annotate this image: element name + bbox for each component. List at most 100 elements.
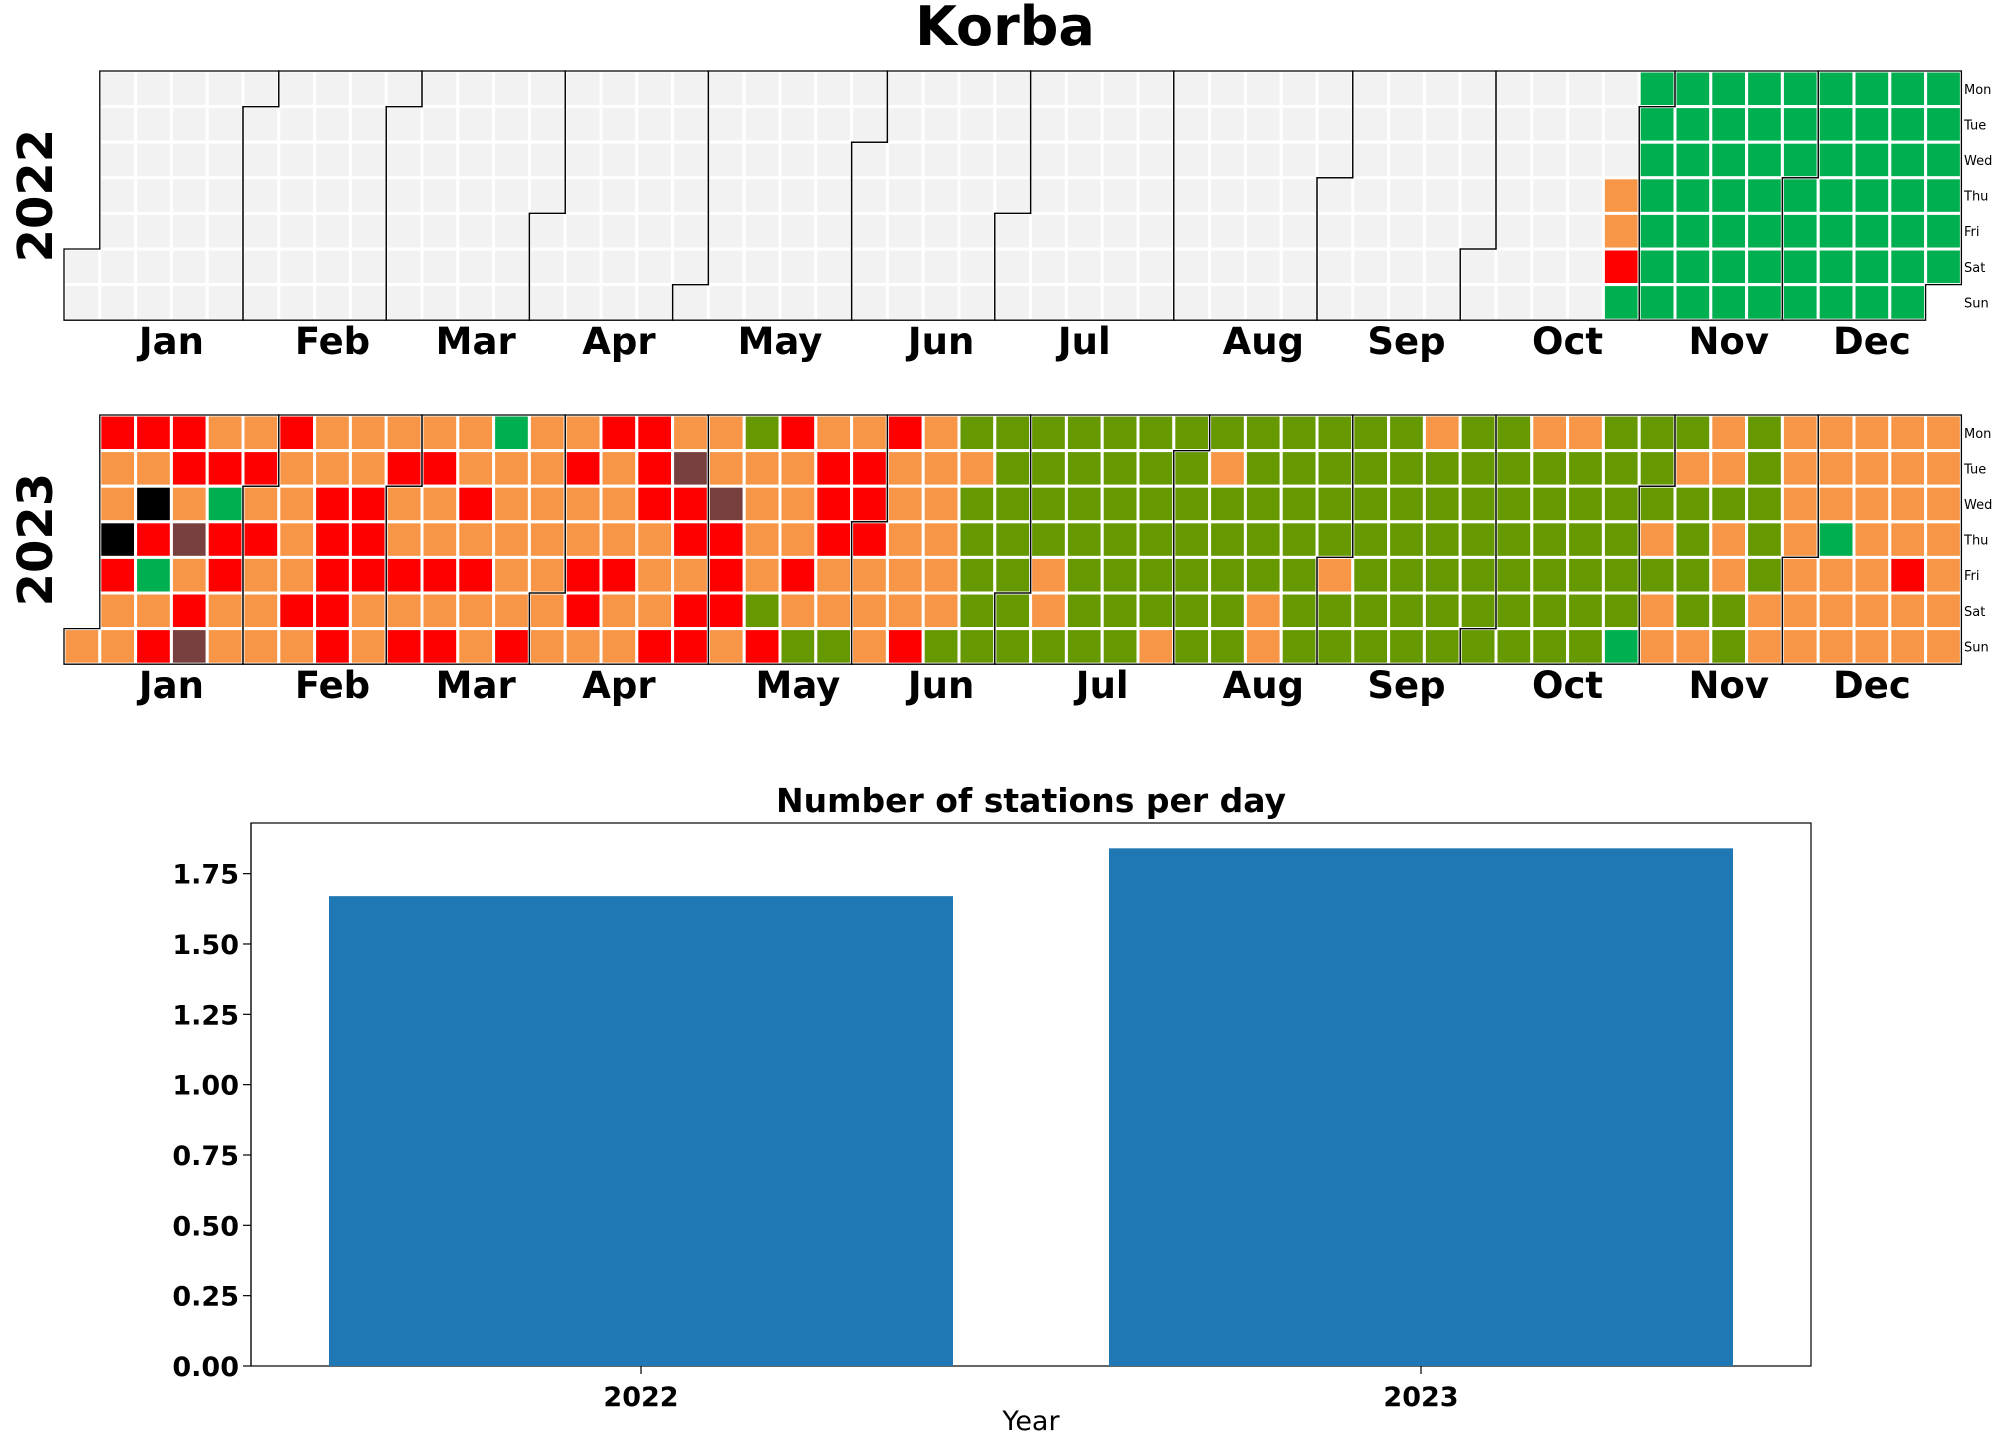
month-label: Nov: [1688, 320, 1769, 363]
day-cell: [456, 211, 496, 251]
day-cell: [1566, 555, 1605, 595]
day-cell: [1422, 140, 1462, 180]
day-cell: [1601, 555, 1641, 595]
day-cell: [1100, 69, 1140, 109]
day-cell: [1100, 176, 1140, 215]
day-cell: [1637, 69, 1677, 109]
day-cell: [241, 283, 281, 322]
day-cell: [169, 449, 209, 488]
day-cell: [456, 247, 496, 287]
day-cell: [742, 105, 782, 144]
day-cell: [492, 176, 531, 215]
day-cell: [1780, 140, 1820, 180]
day-cell: [1601, 140, 1641, 180]
day-cell: [492, 520, 531, 559]
day-cell: [706, 449, 746, 488]
day-cell: [1566, 211, 1605, 251]
day-cell: [1172, 449, 1212, 488]
day-cell: [492, 283, 531, 322]
month-label: Jun: [905, 664, 974, 707]
day-cell: [169, 69, 209, 109]
day-cell: [1673, 413, 1713, 453]
day-cell: [1064, 140, 1104, 180]
day-cell: [169, 627, 209, 666]
day-cell: [420, 283, 460, 322]
day-cell: [1637, 413, 1677, 453]
day-cell: [1709, 591, 1749, 631]
day-cell: [134, 555, 173, 595]
day-cell: [134, 484, 173, 524]
day-cell: [1315, 211, 1355, 251]
day-cell: [1279, 247, 1319, 287]
day-cell: [1780, 69, 1820, 109]
day-cell: [1458, 591, 1498, 631]
day-cell: [1351, 449, 1391, 488]
day-cell: [1136, 484, 1176, 524]
day-cell: [384, 140, 424, 180]
day-cell: [635, 283, 675, 322]
day-cell: [599, 591, 639, 631]
day-cell: [671, 591, 710, 631]
day-cell: [1888, 627, 1928, 666]
day-cell: [1243, 176, 1283, 215]
day-cell: [993, 105, 1033, 144]
day-cell: [1530, 105, 1570, 144]
day-cell: [205, 555, 245, 595]
day-cell: [1601, 627, 1641, 666]
day-cell: [1780, 283, 1820, 322]
day-cell: [1637, 176, 1677, 215]
day-cell: [1387, 555, 1426, 595]
day-cell: [1852, 627, 1892, 666]
day-cell: [1172, 283, 1212, 322]
day-cell: [885, 211, 925, 251]
day-cell: [420, 520, 460, 559]
day-cell: [1601, 283, 1641, 322]
day-cell: [1279, 69, 1319, 109]
day-cell: [134, 449, 173, 488]
day-cell: [635, 555, 675, 595]
day-cell: [1566, 484, 1605, 524]
day-cell: [1172, 105, 1212, 144]
day-cell: [1601, 449, 1641, 488]
day-cell: [62, 247, 102, 287]
day-cell: [1780, 176, 1820, 215]
day-cell: [1924, 591, 1963, 631]
day-cell: [1566, 520, 1605, 559]
month-label: Jul: [1073, 664, 1129, 707]
month-outline: [1781, 70, 1963, 321]
day-cell: [1458, 105, 1498, 144]
day-cell: [456, 69, 496, 109]
day-cell: [706, 413, 746, 453]
day-cell: [993, 413, 1033, 453]
month-label: May: [738, 320, 823, 363]
month-label: Jan: [136, 320, 204, 363]
day-cell: [885, 484, 925, 524]
day-cell: [599, 283, 639, 322]
day-cell: [1709, 520, 1749, 559]
day-cell: [1816, 283, 1856, 322]
day-cell: [1709, 140, 1749, 180]
day-cell: [778, 247, 818, 287]
day-cell: [1279, 555, 1319, 595]
day-cell: [1709, 484, 1749, 524]
day-cell: [1530, 555, 1570, 595]
day-cell: [1351, 176, 1391, 215]
day-cell: [599, 413, 639, 453]
day-cell: [1064, 247, 1104, 287]
day-cell: [742, 627, 782, 666]
day-cell: [241, 413, 281, 453]
day-cell: [1243, 413, 1283, 453]
day-cell: [1351, 520, 1391, 559]
day-cell: [1029, 247, 1068, 287]
day-cell: [1709, 211, 1749, 251]
day-cell: [1745, 484, 1784, 524]
day-cell: [1387, 176, 1426, 215]
day-cell: [1172, 520, 1212, 559]
day-cell: [1136, 247, 1176, 287]
day-cell: [1816, 484, 1856, 524]
day-cell: [134, 140, 173, 180]
day-cell: [993, 176, 1033, 215]
day-cell: [1100, 591, 1140, 631]
day-cell: [1100, 520, 1140, 559]
day-cell: [384, 413, 424, 453]
